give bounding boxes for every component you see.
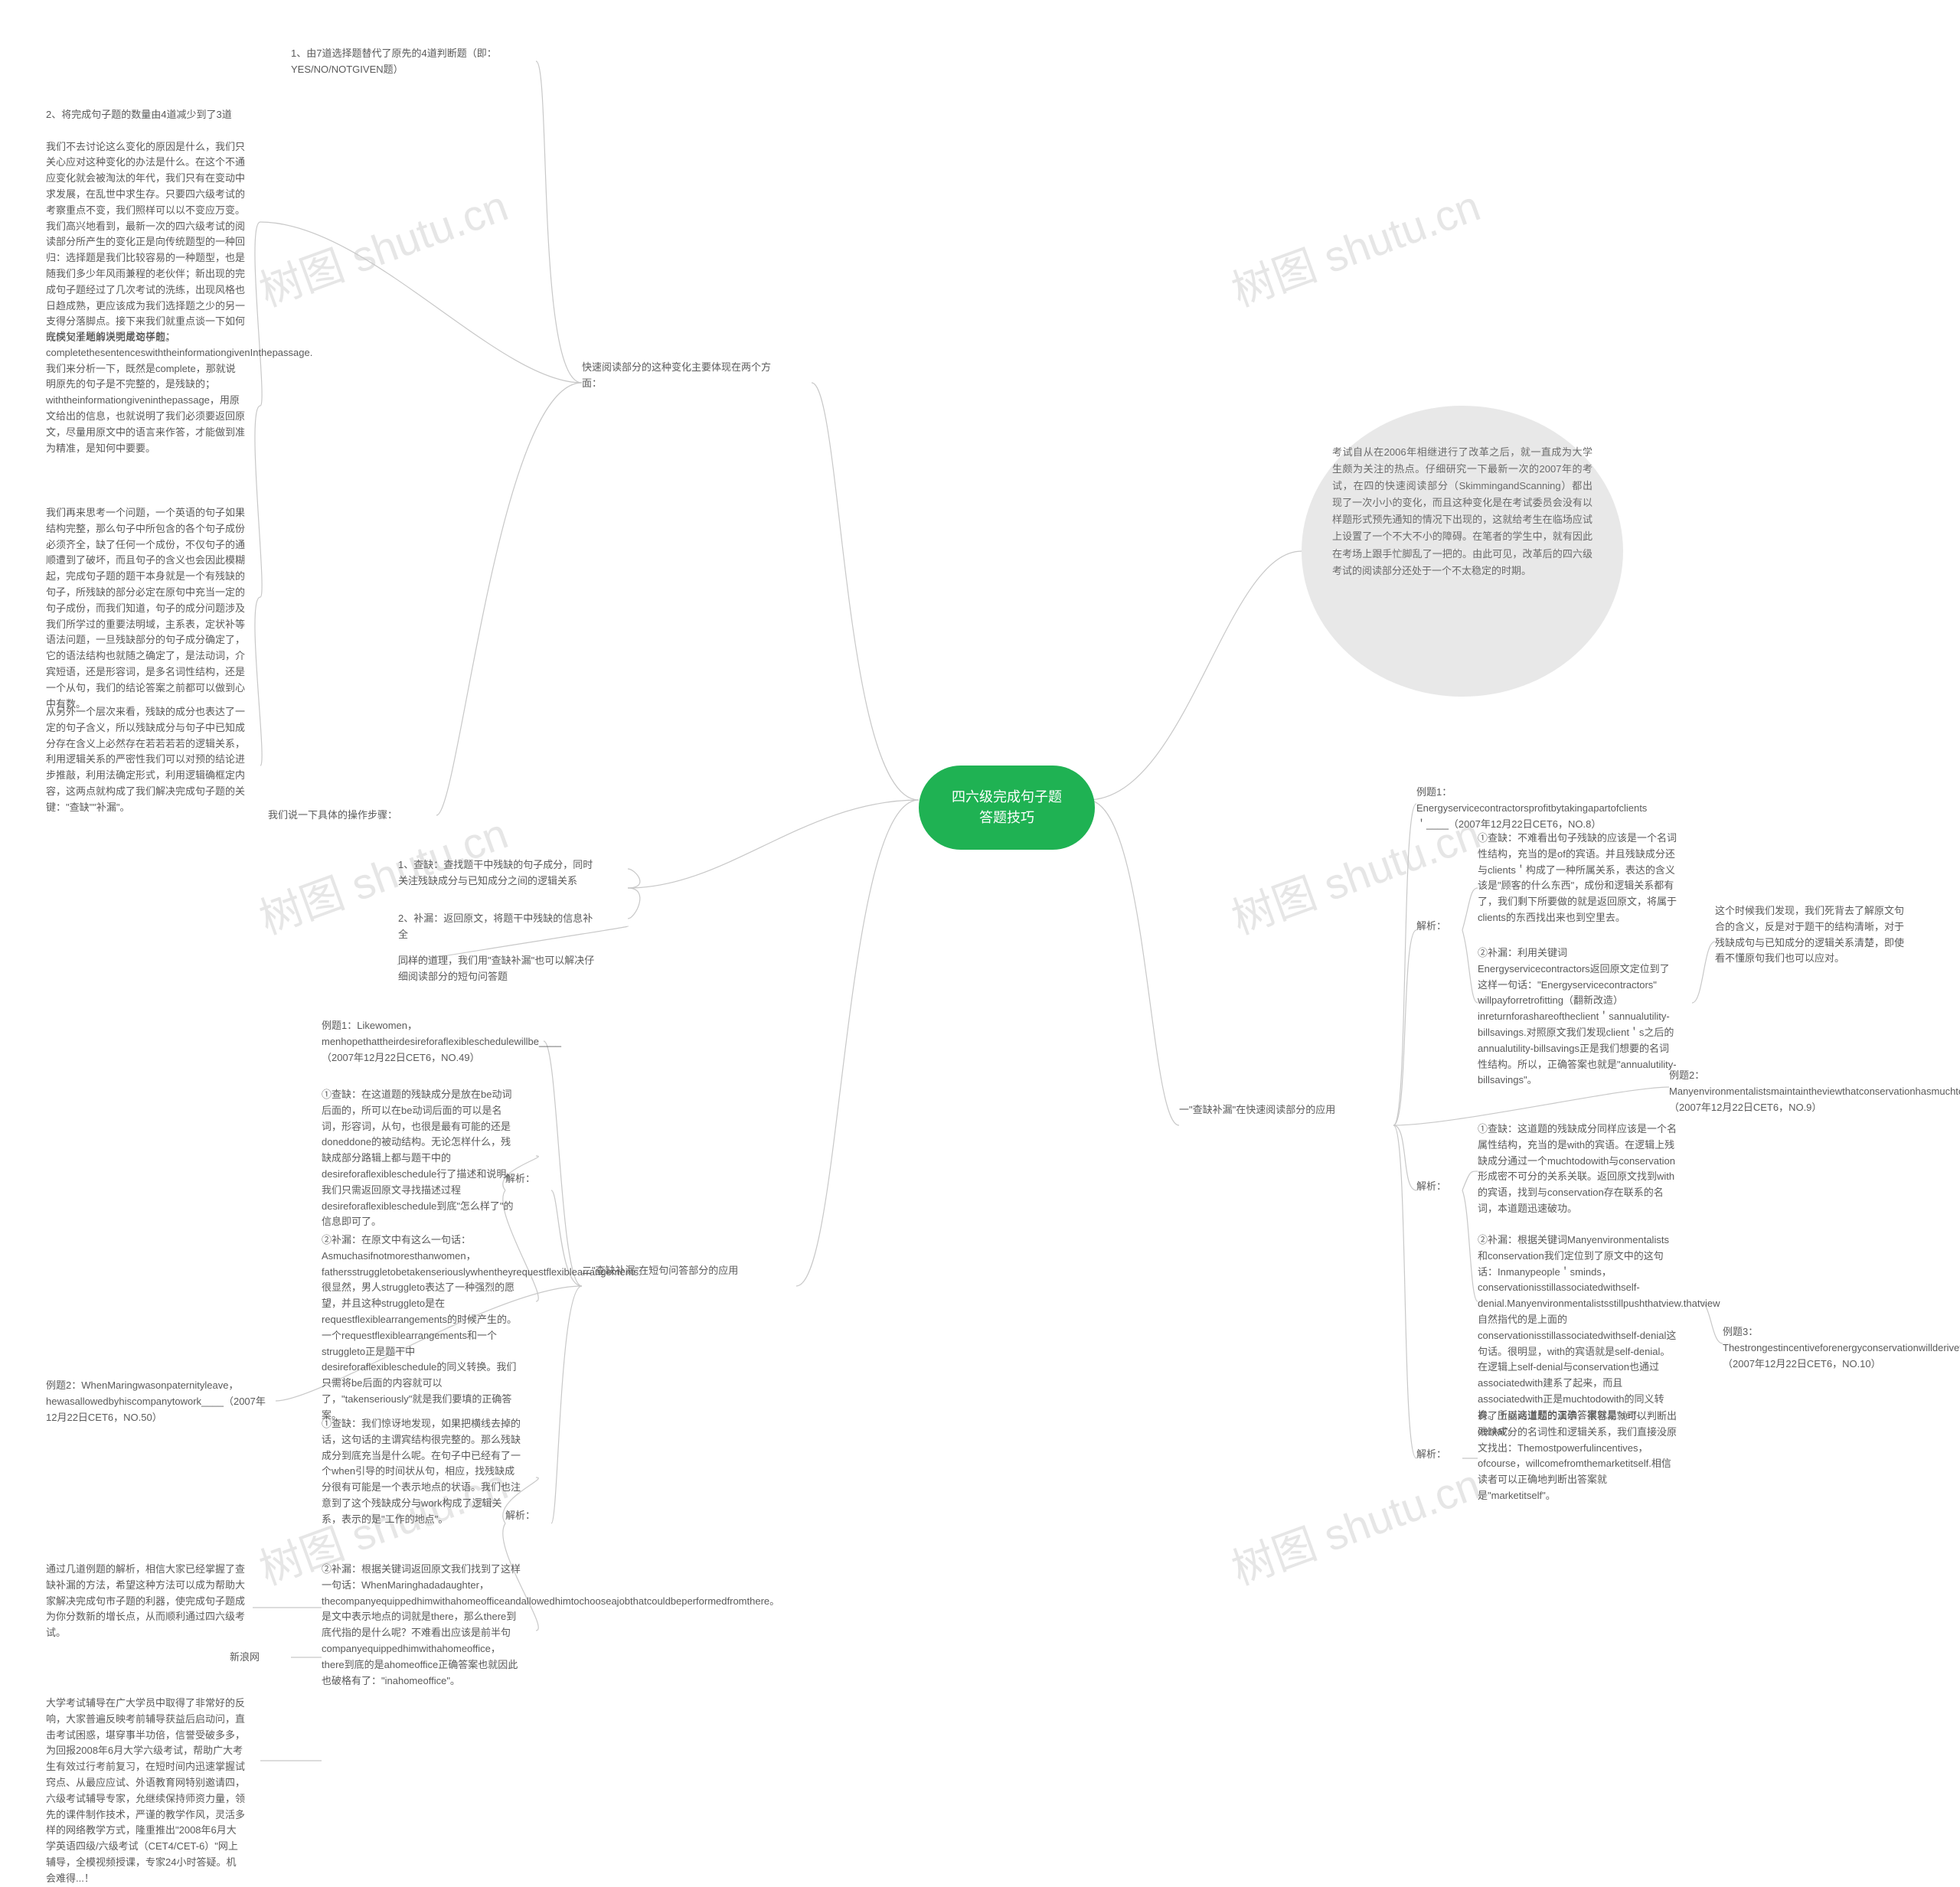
leaf: 2、补漏：返回原文，将题干中残缺的信息补全 [398, 911, 597, 943]
context-block: 考试自从在2006年相继进行了改革之后，就一直成为大学生颇为关注的热点。仔细研究… [1302, 406, 1623, 697]
leaf: 2、将完成句子题的数量由4道减少到了3道 我们不去讨论这么变化的原因是什么，我们… [46, 107, 245, 346]
analysis-label: 解析： [1416, 1447, 1462, 1463]
leaf: 我们再来思考一个问题，一个英语的句子如果结构完整，那么句子中所包含的各个句子成份… [46, 505, 245, 712]
leaf: ②补漏：根据关键词返回原文我们找到了这样一句话：WhenMaringhadada… [322, 1562, 521, 1689]
analysis-label: 解析： [1416, 919, 1462, 935]
mindmap-connectors [0, 0, 1960, 1860]
leaf: ①查缺：这道题的残缺成分同样应该是一个名属性结构，充当的是with的宾语。在逻辑… [1478, 1121, 1677, 1217]
leaf: 例题2：WhenMaringwasonpaternityleave，hewasa… [46, 1378, 276, 1425]
leaf: 这个时候我们发现，我们死背去了解原文句合的含义，反是对于题干的结构清晰，对于残缺… [1715, 903, 1906, 967]
leaf: ②补漏：在原文中有这么一句话：Asmuchasifnotmoresthanwom… [322, 1232, 521, 1424]
branch-left-2: 同样的道理，我们用"查缺补漏"也可以解决仔细阅读部分的短句问答题 [398, 953, 597, 985]
watermark: 树图 shutu.cn [1222, 1450, 1488, 1597]
leaf: 从另外一个层次来看，残缺的成分也表达了一定的句子含义，所以残缺成分与句子中已知成… [46, 704, 245, 816]
leaf: 例题1：Likewomen，menhopethattheirdesirefora… [322, 1018, 521, 1066]
branch-left-1: 快速阅读部分的这种变化主要体现在两个方面： [582, 360, 781, 392]
leaf: 例题2：Manyenvironmentalistsmaintaintheview… [1669, 1068, 1899, 1115]
branch-right-1: 一"查缺补漏"在快速阅读部分的应用 [1179, 1102, 1378, 1118]
mindmap-center: 四六级完成句子题答题技巧 [919, 766, 1095, 850]
watermark: 树图 shutu.cn [1222, 171, 1488, 318]
leaf: ①查缺：在这道题的残缺成分是放在be动词后面的，所可以在be动词后面的可以是名词… [322, 1087, 521, 1230]
leaf: ①查缺：不难看出句子残缺的应该是一个名词性结构，充当的是of的宾语。并且残缺成分… [1478, 831, 1677, 926]
leaf: 1、由7道选择题替代了原先的4道判断题（即：YES/NO/NOTGIVEN题） [291, 46, 536, 78]
leaf: 新浪网 [230, 1650, 291, 1666]
leaf: 例题1：Energyservicecontractorsprofitbytaki… [1416, 785, 1646, 832]
leaf: 大学考试辅导在广大学员中取得了非常好的反响，大家普遍反映考前辅导获益后启动问，直… [46, 1696, 245, 1887]
leaf: ②补漏：利用关键词Energyservicecontractors返回原文定位到… [1478, 945, 1677, 1089]
leaf: ①查缺：我们惊讶地发现，如果把横线去掉的话，这句话的主谓宾结构很完整的。那么残缺… [322, 1416, 521, 1528]
leaf: 完成句子题的说明是这样的：completethesentenceswiththe… [46, 329, 245, 456]
leaf: 我们说一下具体的操作步骤： [268, 808, 436, 824]
leaf: 通过几道例题的解析，相信大家已经掌握了查缺补漏的方法，希望这种方法可以成为帮助大… [46, 1562, 245, 1641]
leaf: 有了上面两道题的演示，很容易就可以判断出残缺成分的名词性和逻辑关系，我们直接没原… [1478, 1409, 1677, 1504]
analysis-label: 解析： [1416, 1179, 1462, 1195]
watermark: 树图 shutu.cn [250, 171, 515, 318]
leaf: 例题3：Thestrongestincentiveforenergyconser… [1723, 1324, 1922, 1372]
leaf: 1、查缺：查找题干中残缺的句子成分，同时关注残缺成分与已知成分之间的逻辑关系 [398, 857, 597, 890]
